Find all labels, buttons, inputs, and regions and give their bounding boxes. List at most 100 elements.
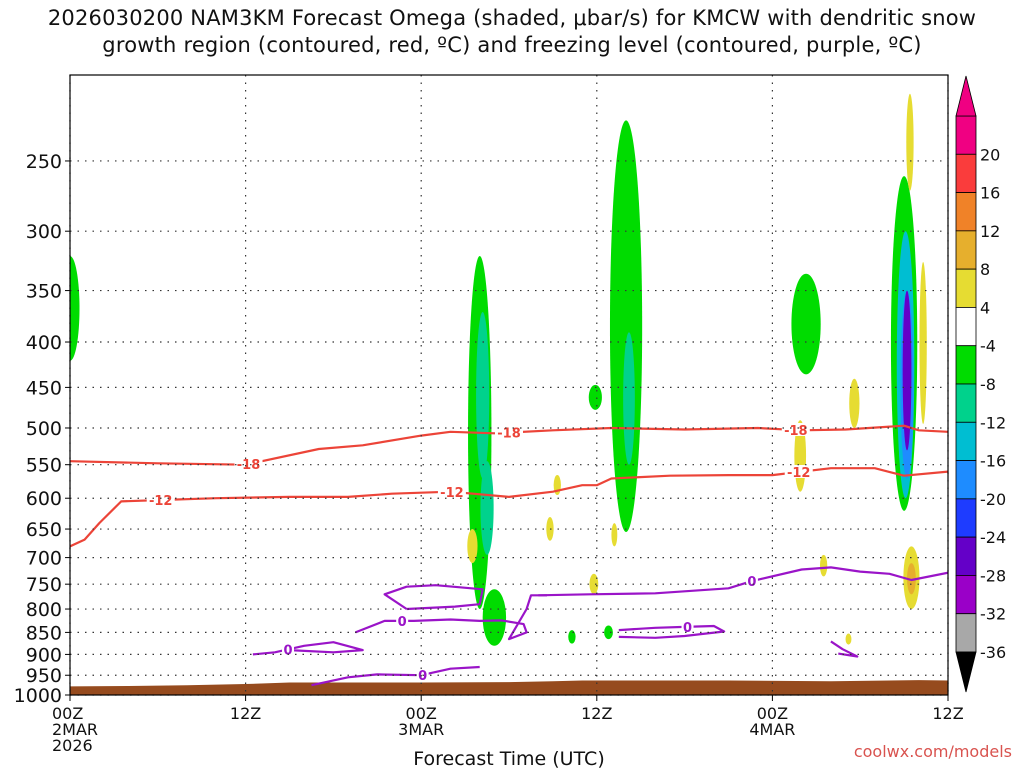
x-tick-sublabel: 2026 <box>52 736 93 755</box>
omega-region-18 <box>849 378 860 428</box>
omega-region-4 <box>482 589 507 646</box>
source-credit: coolwx.com/models <box>853 742 1012 761</box>
x-tick-label: 12Z <box>581 704 612 723</box>
colorbar-swatch <box>955 192 977 232</box>
freezing-contour-2 <box>354 594 547 641</box>
x-tick-label: 00Z <box>406 704 437 723</box>
omega-region-27 <box>604 625 613 640</box>
dgz-contour-label: -18 <box>497 427 521 442</box>
y-axis: 2503003504004505005506006507007508008509… <box>14 151 70 707</box>
dgz-contour-label: -12 <box>440 486 464 501</box>
y-tick-label: 250 <box>26 151 62 173</box>
colorbar-swatch <box>955 536 977 576</box>
colorbar-label: -12 <box>980 413 1006 432</box>
omega-region-13 <box>906 93 914 191</box>
colorbar-label: -4 <box>980 337 996 356</box>
colorbar-swatch <box>955 307 977 347</box>
y-tick-label: 900 <box>26 644 62 666</box>
terrain-fill <box>70 680 948 695</box>
colorbar-swatch <box>955 153 977 193</box>
colorbar-swatch <box>955 460 977 500</box>
freezing-contour-1 <box>383 584 484 611</box>
omega-region-0 <box>70 256 80 361</box>
colorbar-label: 16 <box>980 184 1000 203</box>
omega-region-23 <box>589 573 599 595</box>
plot-frame <box>69 74 949 696</box>
y-tick-label: 350 <box>26 281 62 303</box>
dgz-contour-label: -12 <box>787 466 811 481</box>
colorbar-label: -8 <box>980 375 996 394</box>
omega-region-12 <box>902 290 912 451</box>
y-tick-label: 300 <box>26 221 62 243</box>
y-tick-label: 600 <box>26 488 62 510</box>
omega-region-21 <box>546 517 554 541</box>
chart-title-line1: 2026030200 NAM3KM Forecast Omega (shaded… <box>47 6 977 30</box>
omega-region-26 <box>568 630 576 644</box>
omega-region-8 <box>791 273 821 375</box>
dgz-label-bg-1-0 <box>146 493 175 507</box>
colorbar-swatch <box>955 613 977 653</box>
x-tick-label: 12Z <box>932 704 963 723</box>
x-tick-label: 00Z <box>52 704 83 723</box>
y-tick-label: 950 <box>26 665 62 687</box>
colorbar: -36 -32 -28 -24 -20 -16 -12 -8 -4 4 8 12 16 20 <box>955 75 1006 693</box>
freezing-contours: 0 0 0 0 0 <box>252 566 948 687</box>
omega-region-6 <box>609 120 643 533</box>
y-tick-label: 800 <box>26 599 62 621</box>
x-tick-label: 00Z <box>757 704 788 723</box>
colorbar-swatch <box>955 421 977 461</box>
colorbar-swatch <box>955 115 977 155</box>
x-tick-sublabel: 4MAR <box>749 720 795 739</box>
colorbar-label: -24 <box>980 528 1006 547</box>
colorbar-label: 8 <box>980 260 990 279</box>
freezing-label-bg-2-0 <box>396 613 409 627</box>
colorbar-swatch <box>955 268 977 308</box>
colorbar-label: -36 <box>980 643 1006 662</box>
y-tick-label: 400 <box>26 332 62 354</box>
colorbar-swatch <box>955 230 977 270</box>
x-tick-sublabel: 2MAR <box>52 720 98 739</box>
y-tick-label: 850 <box>26 622 62 644</box>
colorbar-swatch <box>955 345 977 385</box>
freezing-contour-label: 0 <box>747 575 756 590</box>
colorbar-label: 20 <box>980 145 1000 164</box>
colorbar-label: 4 <box>980 298 990 317</box>
colorbar-label: -32 <box>980 605 1006 624</box>
dgz-label-bg-0-1 <box>495 425 523 439</box>
omega-region-24 <box>819 554 828 577</box>
dgz-contour-label: -12 <box>149 494 173 509</box>
freezing-contour-label: 0 <box>418 669 427 684</box>
colorbar-over-triangle <box>955 75 977 117</box>
colorbar-label: -16 <box>980 452 1006 471</box>
omega-region-5 <box>588 384 602 410</box>
freezing-label-bg-4-0 <box>416 667 429 681</box>
colorbar-under-triangle <box>955 651 977 693</box>
x-tick-sublabel: 3MAR <box>398 720 444 739</box>
omega-region-16 <box>907 563 916 595</box>
y-tick-label: 700 <box>26 548 62 570</box>
omega-region-25 <box>845 633 852 645</box>
dgz-label-bg-1-1 <box>437 484 466 498</box>
chart-title-line2: growth region (contoured, red, ºC) and f… <box>102 33 922 57</box>
freezing-contour-label: 0 <box>398 615 407 630</box>
freezing-contour-3 <box>252 641 364 656</box>
colorbar-swatch <box>955 383 977 423</box>
freezing-contour-label: 0 <box>683 621 692 636</box>
freezing-contour-5 <box>618 624 726 639</box>
omega-region-3 <box>480 461 494 555</box>
omega-region-14 <box>919 262 927 425</box>
dgz-contour-label: -18 <box>237 458 261 473</box>
grid-lines <box>69 75 949 696</box>
dgz-contours: -18 -18 -18 -12 -12 -12 <box>70 422 948 548</box>
y-tick-label: 750 <box>26 574 62 596</box>
omega-region-7 <box>623 332 635 465</box>
freezing-label-bg-3-0 <box>282 642 295 656</box>
colorbar-swatch <box>955 498 977 538</box>
freezing-contour-0 <box>538 566 948 597</box>
colorbar-label: -20 <box>980 490 1006 509</box>
x-tick-label: 12Z <box>230 704 261 723</box>
freezing-label-bg-0-0 <box>745 574 758 588</box>
x-axis-title: Forecast Time (UTC) <box>413 748 604 768</box>
